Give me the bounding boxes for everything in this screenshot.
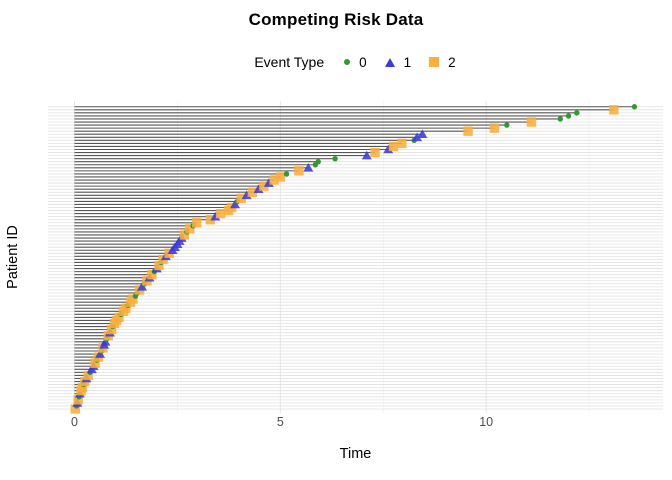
y-axis-title: Patient ID (5, 225, 21, 289)
triangle-marker-icon (384, 57, 395, 67)
legend-item-event-1: 1 (384, 54, 412, 70)
x-tick-label: 5 (277, 415, 284, 429)
legend-item-label: 0 (359, 54, 367, 70)
legend-item-event-0: 0 (344, 55, 367, 70)
x-tick-label: 0 (71, 415, 78, 429)
square-marker-icon (429, 57, 440, 67)
circle-marker-icon (344, 59, 351, 65)
x-axis-title: Time (340, 446, 372, 462)
legend-item-event-2: 2 (429, 55, 456, 70)
legend: Event Type 0 1 2 (19, 54, 672, 70)
legend-item-label: 2 (448, 54, 456, 70)
chart-title: Competing Risk Data (248, 10, 424, 29)
x-tick-label: 10 (479, 415, 493, 429)
legend-item-label: 1 (403, 54, 412, 70)
legend-title: Event Type (254, 54, 325, 70)
